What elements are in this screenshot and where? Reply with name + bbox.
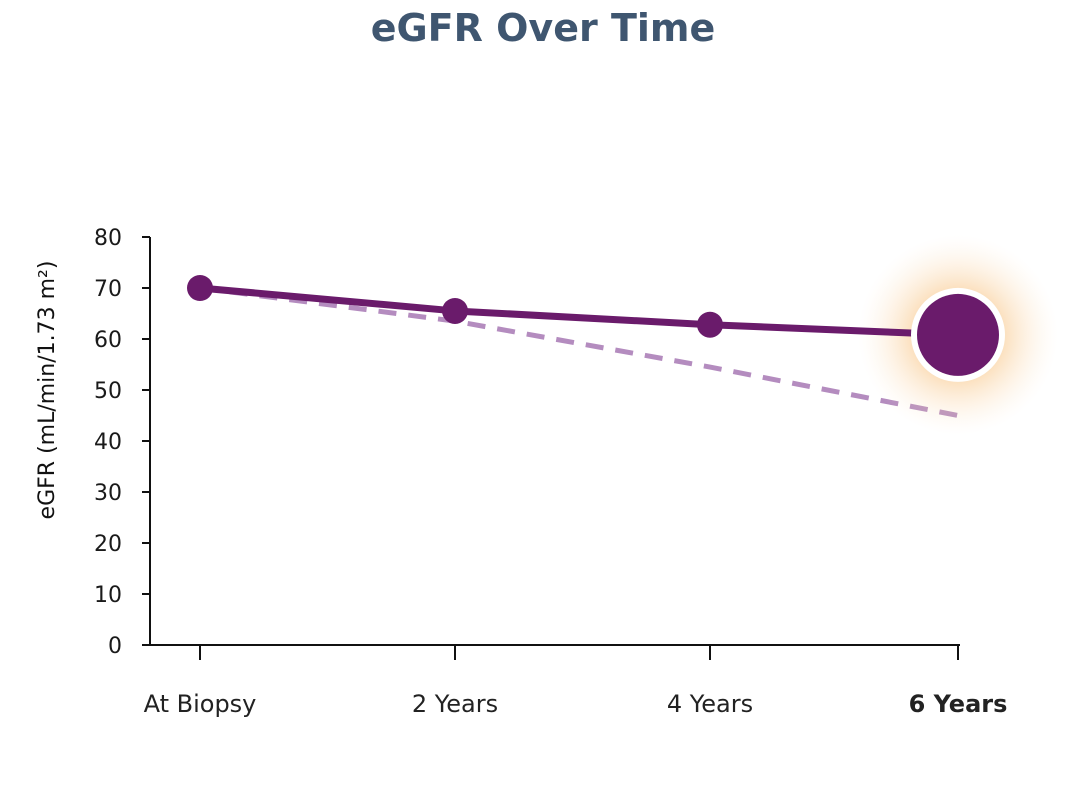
axes: 0 10 20 30 40 50 60 70 80 [94,226,960,660]
y-tick-label: 50 [94,379,122,404]
y-tick-label: 10 [94,583,122,608]
y-tick-label: 60 [94,328,122,353]
y-tick-label: 80 [94,226,122,251]
series-group [187,234,1058,435]
x-tick-labels: At Biopsy 2 Years 4 Years 6 Years [144,690,1008,718]
y-tick-label: 0 [108,634,122,659]
data-point [697,311,723,338]
x-tick-label: 2 Years [412,690,498,718]
y-tick-label: 20 [94,532,122,557]
expected-decline-line [199,285,959,418]
observed-egfr-line [199,284,959,339]
x-tick-label: 4 Years [667,690,753,718]
y-axis-title: eGFR (mL/min/1.73 m²) [35,261,60,520]
final-data-point [917,293,999,376]
y-tick-label: 40 [94,430,122,455]
y-tick-label: 30 [94,481,122,506]
x-tick-label: 6 Years [909,690,1008,718]
y-tick-label: 70 [94,277,122,302]
x-tick-label: At Biopsy [144,690,257,718]
data-point [442,297,468,324]
data-point [187,275,213,301]
chart-title: eGFR Over Time [370,6,716,50]
